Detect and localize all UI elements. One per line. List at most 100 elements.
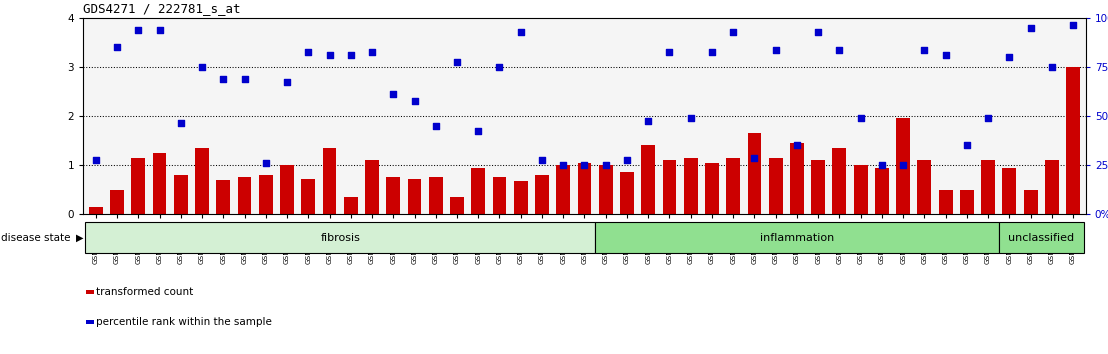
Point	[618, 157, 636, 163]
Point	[151, 27, 168, 33]
Point	[852, 115, 870, 121]
Point	[979, 115, 997, 121]
Text: transformed count: transformed count	[95, 287, 193, 297]
Bar	[535, 175, 548, 214]
Bar	[237, 177, 252, 214]
Point	[554, 162, 572, 168]
Bar	[216, 180, 230, 214]
Bar	[259, 175, 273, 214]
Bar	[875, 167, 889, 214]
Point	[1043, 64, 1060, 70]
Point	[1022, 25, 1039, 30]
Point	[363, 49, 381, 55]
Bar	[577, 162, 592, 214]
Point	[894, 162, 912, 168]
Bar	[620, 172, 634, 214]
Point	[704, 49, 721, 55]
Bar	[195, 148, 209, 214]
Point	[193, 64, 211, 70]
Bar	[832, 148, 847, 214]
Bar	[280, 165, 294, 214]
Bar	[748, 133, 761, 214]
Point	[873, 162, 891, 168]
Bar	[642, 145, 655, 214]
Bar	[684, 158, 698, 214]
Point	[257, 160, 275, 165]
Bar	[998, 222, 1084, 253]
Bar	[301, 179, 315, 214]
Bar	[1066, 67, 1080, 214]
Bar	[663, 160, 676, 214]
Point	[470, 128, 488, 133]
Bar	[429, 177, 443, 214]
Point	[958, 143, 976, 148]
Bar	[366, 160, 379, 214]
Point	[936, 52, 954, 57]
Point	[597, 162, 615, 168]
Point	[342, 52, 360, 57]
Bar	[450, 197, 464, 214]
Bar	[982, 160, 995, 214]
Point	[320, 52, 338, 57]
Bar	[493, 177, 506, 214]
Point	[660, 49, 678, 55]
Bar	[790, 143, 803, 214]
Bar	[1045, 160, 1059, 214]
Bar	[917, 160, 932, 214]
Text: disease state: disease state	[1, 233, 71, 243]
Bar	[408, 179, 421, 214]
Point	[533, 157, 551, 163]
Text: unclassified: unclassified	[1008, 233, 1075, 242]
Point	[88, 157, 105, 163]
Point	[109, 44, 126, 50]
Bar	[598, 165, 613, 214]
Bar	[595, 222, 998, 253]
Text: percentile rank within the sample: percentile rank within the sample	[95, 317, 271, 327]
Bar	[110, 190, 124, 214]
Point	[788, 143, 806, 148]
Point	[681, 115, 699, 121]
Point	[406, 98, 423, 104]
Point	[299, 49, 317, 55]
Text: GDS4271 / 222781_s_at: GDS4271 / 222781_s_at	[83, 2, 240, 15]
Point	[831, 47, 849, 52]
Text: ▶: ▶	[76, 233, 84, 243]
Bar	[896, 118, 910, 214]
Bar	[471, 167, 485, 214]
Bar	[705, 162, 719, 214]
Point	[767, 47, 784, 52]
Point	[491, 64, 509, 70]
Bar	[153, 153, 166, 214]
Text: fibrosis: fibrosis	[320, 233, 360, 242]
Point	[278, 79, 296, 84]
Point	[215, 76, 233, 82]
Point	[639, 118, 657, 124]
Bar	[1003, 167, 1016, 214]
Bar	[1024, 190, 1037, 214]
Point	[576, 162, 594, 168]
Bar	[769, 158, 782, 214]
Bar	[726, 158, 740, 214]
Point	[448, 59, 465, 65]
Point	[746, 155, 763, 160]
Point	[512, 30, 530, 35]
Point	[809, 30, 827, 35]
Point	[1001, 54, 1018, 60]
Bar	[811, 160, 825, 214]
Bar	[132, 158, 145, 214]
Bar	[514, 181, 527, 214]
Point	[236, 76, 254, 82]
Bar	[938, 190, 953, 214]
Point	[427, 123, 444, 129]
Bar	[343, 197, 358, 214]
Point	[725, 30, 742, 35]
Bar	[322, 148, 337, 214]
Bar	[85, 222, 595, 253]
Point	[384, 91, 402, 97]
Bar	[556, 165, 571, 214]
Point	[172, 120, 189, 126]
Text: inflammation: inflammation	[760, 233, 834, 242]
Point	[915, 47, 933, 52]
Point	[1064, 22, 1081, 28]
Bar	[174, 175, 187, 214]
